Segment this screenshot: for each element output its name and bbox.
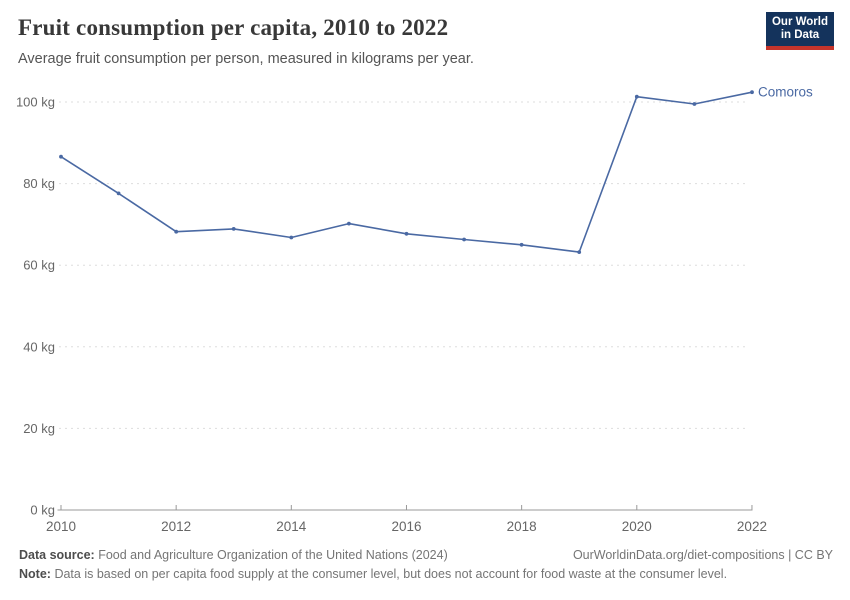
- chart-note: Note: Data is based on per capita food s…: [19, 565, 833, 584]
- y-tick-label: 0 kg: [30, 503, 55, 518]
- data-point: [577, 250, 582, 255]
- series-line-comoros: [60, 91, 753, 253]
- owid-logo-line1: Our World: [771, 16, 828, 28]
- chart-note-text: Data is based on per capita food supply …: [54, 567, 728, 582]
- data-point: [59, 154, 63, 159]
- y-tick-label: 40 kg: [23, 339, 55, 354]
- data-point: [347, 221, 351, 226]
- data-source: Data source: Food and Agriculture Organi…: [19, 546, 448, 565]
- data-point: [231, 227, 236, 231]
- chart-footer: Data source: Food and Agriculture Organi…: [19, 546, 833, 585]
- owid-url-link[interactable]: OurWorldinData.org/diet-compositions | C…: [572, 548, 833, 562]
- data-source-label: Data source:: [19, 548, 95, 562]
- chart-note-label: Note:: [19, 567, 51, 582]
- chart-subtitle: Average fruit consumption per person, me…: [18, 51, 474, 67]
- data-point: [692, 102, 697, 106]
- data-point: [462, 237, 466, 242]
- x-tick-label: 2020: [622, 519, 652, 534]
- data-point: [116, 191, 121, 196]
- data-point: [750, 90, 754, 95]
- x-tick-label: 2012: [161, 519, 191, 534]
- data-point: [289, 235, 294, 240]
- y-tick-label: 60 kg: [23, 258, 55, 273]
- x-tick-label: 2014: [276, 519, 307, 534]
- x-tick-label: 2010: [46, 519, 76, 534]
- series-label-comoros: Comoros: [758, 85, 813, 100]
- owid-logo: Our World in Data: [766, 12, 834, 50]
- y-tick-label: 80 kg: [23, 176, 55, 191]
- chart-title: Fruit consumption per capita, 2010 to 20…: [18, 15, 449, 40]
- y-tick-label: 20 kg: [23, 421, 55, 436]
- data-point: [519, 242, 524, 247]
- data-point: [404, 231, 409, 236]
- data-point: [634, 94, 639, 99]
- x-tick-label: 2022: [737, 519, 767, 534]
- x-tick-label: 2018: [507, 519, 537, 534]
- data-point: [174, 229, 179, 234]
- x-tick-label: 2016: [391, 519, 421, 534]
- y-tick-label: 100 kg: [16, 95, 55, 110]
- data-source-text: Food and Agriculture Organization of the…: [98, 548, 448, 562]
- owid-logo-line2: in Data: [780, 29, 820, 41]
